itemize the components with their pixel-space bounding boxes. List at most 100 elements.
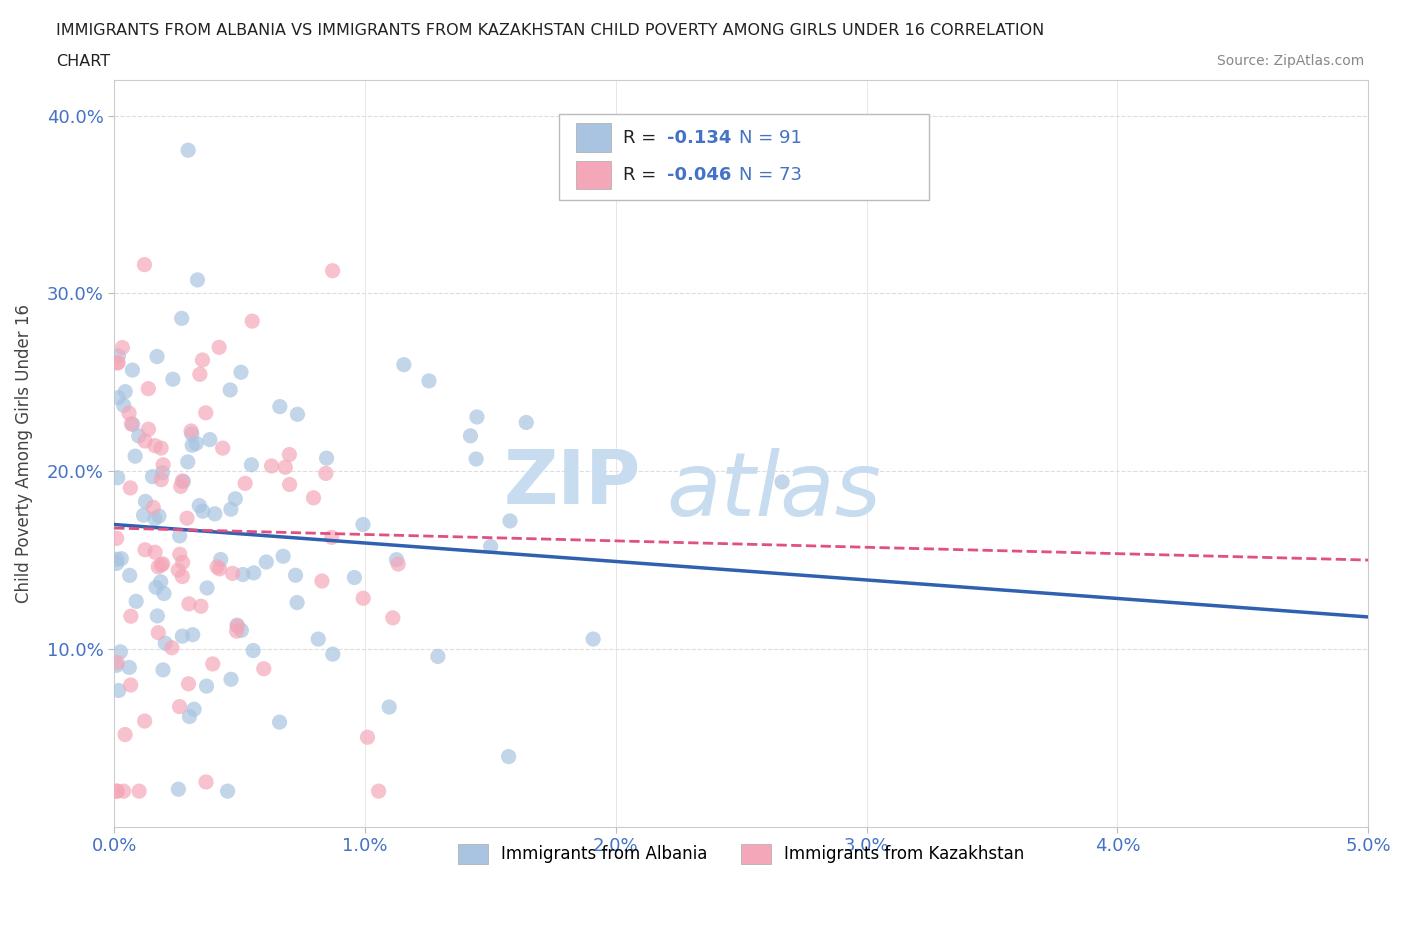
Point [105, 784, 128, 799]
Point [321, 530, 343, 545]
Y-axis label: Child Poverty Among Girls Under 16: Child Poverty Among Girls Under 16 [15, 304, 32, 603]
Point [141, 470, 163, 485]
Point [195, 580, 218, 595]
Point [120, 609, 142, 624]
Point [107, 683, 129, 698]
Point [142, 500, 165, 515]
FancyBboxPatch shape [560, 113, 929, 200]
Point [217, 784, 239, 799]
Point [242, 565, 264, 580]
Point [146, 608, 169, 623]
Point [169, 528, 191, 543]
Point [181, 627, 204, 642]
Point [221, 566, 243, 581]
Point [188, 366, 211, 381]
Point [278, 477, 301, 492]
Point [479, 539, 502, 554]
Point [120, 481, 142, 496]
FancyBboxPatch shape [575, 124, 610, 152]
Point [208, 562, 231, 577]
Point [134, 494, 156, 509]
Text: R =: R = [623, 128, 662, 147]
Point [231, 623, 253, 638]
Point [169, 699, 191, 714]
Point [153, 586, 176, 601]
Point [271, 549, 294, 564]
Point [211, 441, 233, 456]
Point [418, 374, 440, 389]
Point [195, 679, 218, 694]
Point [120, 678, 142, 693]
Point [201, 657, 224, 671]
Point [143, 545, 166, 560]
Point [183, 702, 205, 717]
Text: ZIP: ZIP [503, 446, 641, 520]
Point [229, 365, 252, 379]
Point [110, 644, 132, 659]
Text: -0.134: -0.134 [668, 128, 731, 147]
Point [138, 421, 160, 436]
Point [134, 433, 156, 448]
Point [233, 476, 256, 491]
Point [322, 646, 344, 661]
Point [162, 372, 184, 387]
Point [107, 471, 129, 485]
Point [204, 507, 226, 522]
Point [254, 554, 277, 569]
Point [205, 559, 228, 574]
Point [219, 382, 242, 397]
Point [150, 558, 173, 573]
Point [269, 399, 291, 414]
Point [278, 447, 301, 462]
Point [146, 349, 169, 364]
Point [155, 636, 177, 651]
Point [105, 556, 128, 571]
Point [150, 472, 173, 487]
Point [107, 355, 129, 370]
Point [208, 339, 231, 354]
Point [582, 631, 605, 646]
Point [232, 567, 254, 582]
Point [172, 569, 194, 584]
Point [111, 340, 134, 355]
Text: -0.046: -0.046 [668, 166, 731, 184]
Point [118, 568, 141, 583]
Point [134, 713, 156, 728]
Point [134, 258, 156, 272]
Point [118, 405, 141, 420]
Point [242, 643, 264, 658]
Point [110, 551, 132, 566]
Point [148, 625, 170, 640]
Point [134, 542, 156, 557]
Point [302, 490, 325, 505]
Point [114, 727, 136, 742]
Point [167, 782, 190, 797]
Point [287, 406, 309, 421]
Point [498, 750, 520, 764]
Point [515, 415, 537, 430]
Point [269, 714, 291, 729]
Point [114, 384, 136, 399]
Point [177, 455, 200, 470]
Point [315, 466, 337, 481]
Point [121, 417, 143, 432]
Point [240, 458, 263, 472]
Point [356, 730, 378, 745]
Point [105, 655, 128, 670]
Point [124, 449, 146, 464]
Point [188, 498, 211, 513]
Point [378, 699, 401, 714]
Point [460, 429, 482, 444]
Point [285, 595, 308, 610]
Point [392, 357, 415, 372]
Point [105, 784, 128, 799]
Point [315, 451, 337, 466]
Point [169, 547, 191, 562]
Point [136, 381, 159, 396]
Point [191, 352, 214, 367]
Point [465, 452, 488, 467]
Point [352, 591, 374, 605]
Point [195, 775, 218, 790]
Text: atlas: atlas [666, 447, 880, 534]
Point [180, 423, 202, 438]
